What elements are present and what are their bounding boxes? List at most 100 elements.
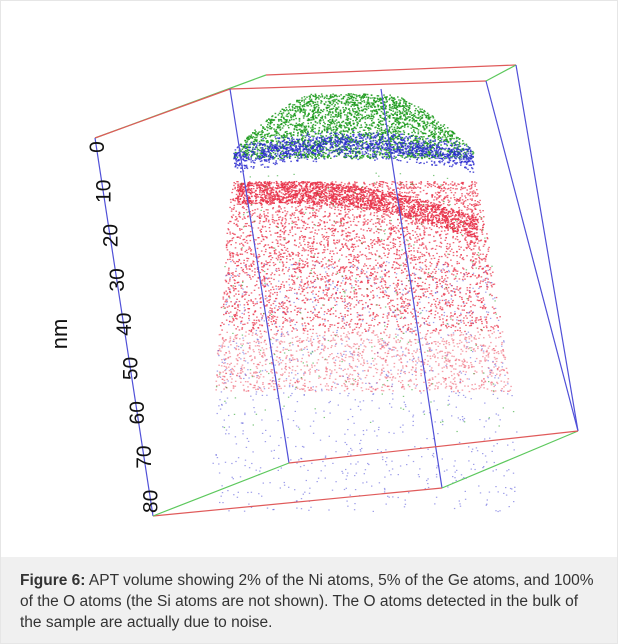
atom-point: [373, 135, 376, 138]
atom-point: [281, 249, 284, 251]
atom-point: [321, 145, 324, 148]
atom-point: [344, 140, 347, 143]
atom-point: [361, 151, 364, 153]
atom-point: [340, 101, 343, 103]
atom-point: [438, 148, 440, 151]
atom-point: [406, 108, 408, 111]
atom-point: [401, 111, 404, 113]
atom-point: [296, 100, 298, 102]
atom-point: [359, 94, 361, 97]
atom-point: [502, 350, 505, 352]
atom-point: [225, 243, 228, 245]
atom-point: [293, 140, 296, 143]
atom-point: [453, 268, 455, 270]
atom-point: [385, 111, 388, 113]
atom-point: [387, 376, 389, 378]
atom-point: [435, 270, 437, 273]
atom-point: [430, 276, 432, 278]
atom-point: [441, 160, 443, 163]
atom-point: [400, 139, 403, 141]
atom-point: [291, 337, 294, 339]
atom-point: [317, 105, 320, 107]
atom-point: [309, 245, 311, 247]
atom-point: [461, 148, 464, 150]
atom-point: [351, 129, 353, 131]
atom-point: [376, 144, 379, 146]
atom-point: [342, 96, 345, 98]
atom-point: [382, 278, 384, 280]
atom-point: [283, 109, 285, 111]
atom-point: [315, 158, 318, 160]
atom-point: [311, 146, 314, 148]
atom-point: [322, 119, 324, 121]
atom-point: [384, 96, 387, 98]
atom-point: [282, 125, 285, 127]
atom-point: [383, 144, 385, 146]
atom-point: [413, 115, 416, 117]
atom-point: [359, 126, 361, 129]
atom-point: [347, 102, 349, 104]
atom-point: [306, 101, 309, 103]
atom-point: [344, 136, 347, 138]
atom-point: [334, 139, 337, 142]
atom-point: [333, 95, 336, 97]
atom-point: [307, 115, 309, 117]
atom-point: [426, 155, 428, 158]
atom-point: [223, 313, 225, 316]
atom-point: [239, 163, 241, 166]
atom-point: [250, 330, 252, 333]
atom-point: [492, 361, 494, 363]
atom-point: [402, 312, 404, 314]
atom-point: [424, 128, 426, 130]
atom-point: [293, 153, 296, 156]
atom-point: [498, 366, 500, 368]
atom-point: [323, 108, 325, 111]
atom-point: [399, 111, 402, 114]
atom-point: [253, 328, 255, 330]
atom-point: [293, 150, 295, 152]
atom-point: [289, 103, 292, 105]
atom-point: [370, 123, 373, 125]
atom-point: [248, 265, 250, 267]
atom-point: [333, 131, 335, 133]
atom-point: [228, 369, 231, 372]
atom-point: [324, 211, 326, 213]
atom-point-cloud: [212, 93, 518, 513]
atom-point: [254, 298, 257, 300]
atom-point: [369, 149, 372, 151]
atom-point: [472, 155, 474, 158]
atom-point: [319, 143, 322, 145]
atom-point: [348, 108, 350, 110]
atom-point: [290, 355, 293, 357]
atom-point: [301, 134, 303, 136]
atom-point: [361, 141, 364, 144]
atom-point: [452, 142, 455, 144]
atom-point: [295, 154, 298, 156]
atom-point: [340, 335, 342, 337]
atom-point: [244, 167, 246, 169]
atom-point: [373, 145, 376, 147]
atom-point: [314, 96, 317, 98]
atom-point: [352, 109, 354, 111]
atom-point: [335, 133, 337, 135]
atom-point: [408, 102, 410, 104]
atom-point: [328, 128, 331, 130]
atom-point: [276, 144, 278, 147]
atom-point: [326, 95, 328, 97]
atom-point: [413, 139, 416, 141]
atom-point: [437, 145, 439, 147]
atom-point: [331, 119, 334, 121]
atom-point: [341, 375, 344, 377]
atom-point: [462, 214, 465, 216]
atom-point: [439, 155, 442, 157]
atom-point: [355, 284, 357, 286]
atom-point: [454, 153, 456, 155]
atom-point: [284, 184, 287, 186]
atom-point: [262, 144, 264, 147]
atom-point: [256, 152, 259, 154]
atom-point: [285, 143, 287, 146]
atom-point: [402, 262, 405, 264]
atom-point: [303, 192, 306, 194]
atom-point: [327, 112, 330, 115]
atom-point: [312, 137, 315, 139]
